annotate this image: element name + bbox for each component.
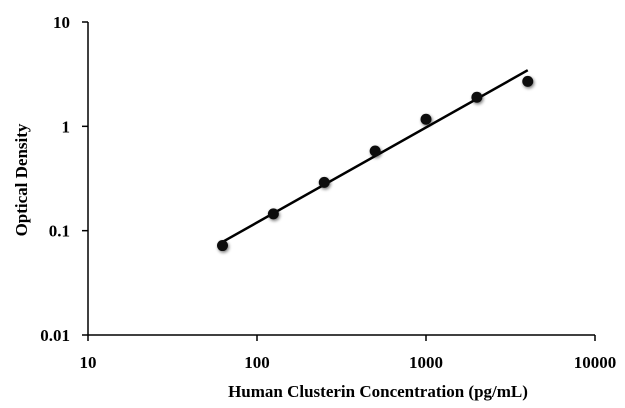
- data-point: [267, 208, 279, 220]
- x-tick-label: 1000: [409, 353, 443, 372]
- data-point: [369, 145, 381, 157]
- x-tick-label: 10000: [574, 353, 617, 372]
- data-point: [420, 113, 432, 125]
- y-tick-label: 0.01: [40, 326, 70, 345]
- data-point: [471, 91, 483, 103]
- y-tick-label: 10: [53, 13, 70, 32]
- ticks: 10 100 1000 10000 0.01 0.1 1 10: [40, 13, 616, 372]
- y-tick-label: 0.1: [49, 222, 70, 241]
- data-point: [217, 240, 229, 252]
- x-axis-title: Human Clusterin Concentration (pg/mL): [228, 382, 528, 401]
- y-tick-label: 1: [62, 117, 71, 136]
- y-axis-title: Optical Density: [12, 123, 31, 236]
- x-tick-label: 100: [244, 353, 270, 372]
- data-point: [318, 176, 330, 188]
- axes: [87, 22, 595, 336]
- data-points: [217, 75, 534, 252]
- x-tick-label: 10: [80, 353, 97, 372]
- data-point: [522, 75, 534, 87]
